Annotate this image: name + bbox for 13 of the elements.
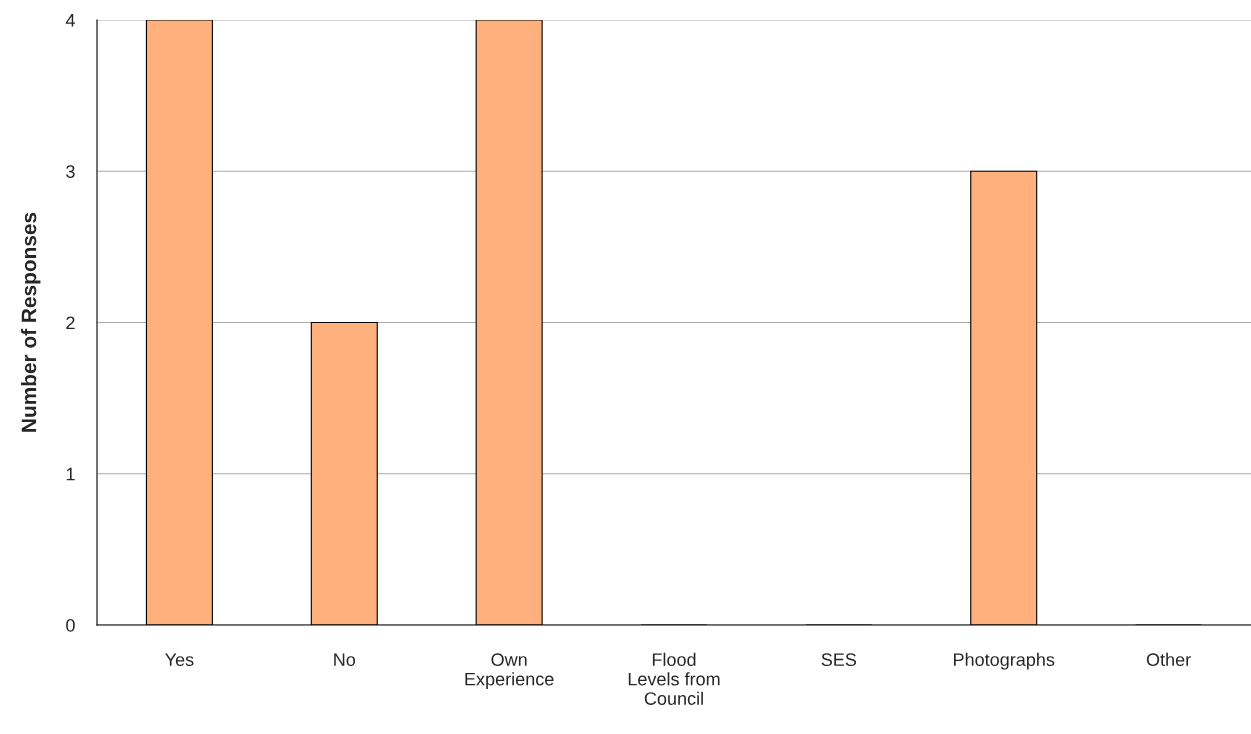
- y-tick-label: 2: [66, 316, 75, 330]
- x-tick-label: Own Experience: [465, 653, 554, 690]
- y-tick-label: 4: [65, 14, 75, 27]
- y-tick-label: 1: [66, 467, 75, 481]
- x-tick-label: No: [334, 653, 356, 667]
- x-tick-label: Yes: [165, 653, 194, 667]
- y-tick-label: 0: [66, 618, 75, 632]
- x-tick-label: Other: [1146, 652, 1191, 667]
- y-axis-title: Number of Responses: [21, 212, 41, 432]
- x-tick-label: Flood Levels from Council: [628, 652, 720, 705]
- x-tick-label: SES: [821, 653, 857, 667]
- y-tick-label: 3: [66, 165, 75, 178]
- x-tick-label: Photographs: [954, 652, 1055, 670]
